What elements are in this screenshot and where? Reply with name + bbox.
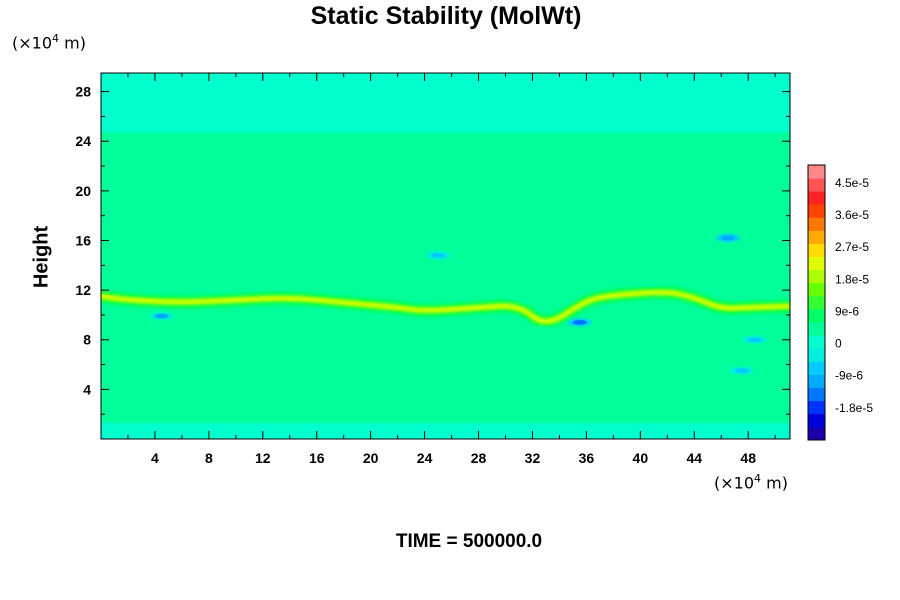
colorbar-swatch: [808, 256, 825, 271]
time-label: TIME = 500000.0: [395, 531, 543, 552]
colorbar-swatch: [808, 335, 825, 349]
x-tick-label: 12: [255, 450, 271, 466]
colorbar-swatch: [808, 243, 825, 258]
plot-frame: [100, 72, 791, 440]
negative-spot: [747, 337, 762, 343]
colorbar-tick-label: 3.6e-5: [835, 208, 869, 222]
colorbar-swatch: [808, 282, 825, 297]
negative-spot: [734, 368, 749, 374]
negative-spot: [431, 252, 446, 258]
colorbar-swatch: [808, 295, 825, 310]
colorbar-swatch: [808, 348, 825, 362]
colorbar-swatch: [808, 309, 825, 323]
x-unit-suffix: m): [761, 473, 788, 493]
y-tick-label: 28: [75, 84, 91, 100]
x-tick-label: 8: [205, 450, 213, 466]
colorbar-swatch: [808, 269, 825, 284]
colorbar-tick-label: 1.8e-5: [835, 272, 869, 286]
colorbar-tick-label: 0: [835, 337, 842, 351]
x-unit-prefix: (×10: [714, 473, 755, 493]
ridge-layer-4: [101, 291, 790, 323]
y-tick-label: 24: [75, 133, 91, 149]
plot-area: [101, 73, 790, 439]
x-unit-exponent: 4: [754, 472, 762, 485]
negative-spot: [154, 313, 169, 319]
negative-spot: [572, 319, 587, 325]
colorbar-tick-label: -1.8e-5: [835, 401, 873, 415]
x-tick-label: 28: [471, 450, 487, 466]
colorbar-frame: [807, 164, 826, 441]
y-tick-label: 12: [75, 282, 91, 298]
y-tick-label: 20: [75, 183, 91, 199]
colorbar-tick-label: 4.5e-5: [835, 176, 869, 190]
colorbar-swatch: [808, 230, 825, 244]
negative-spot: [720, 235, 735, 241]
colorbar-swatch: [808, 217, 825, 231]
colorbar-swatch: [808, 178, 825, 192]
colorbar-tick-label: -9e-6: [835, 369, 863, 383]
colorbar-tick-label: 2.7e-5: [835, 240, 869, 254]
field-band: [101, 132, 790, 423]
colorbar-swatch: [808, 361, 825, 375]
x-tick-label: 32: [525, 450, 541, 466]
colorbar-swatch: [808, 426, 825, 441]
colorbar-tick-label: 9e-6: [835, 304, 859, 318]
x-tick-label: 4: [151, 450, 159, 466]
x-unit-label: (×104 m): [714, 472, 788, 492]
x-tick-label: 48: [740, 450, 756, 466]
chart-title: Static Stability (MolWt): [310, 2, 582, 30]
colorbar-swatch: [808, 322, 825, 336]
y-tick-label: 8: [83, 332, 91, 348]
colorbar-swatch: [808, 413, 825, 428]
colorbar-swatch: [808, 165, 825, 179]
y-unit-exponent: 4: [52, 32, 60, 45]
colorbar-swatch: [808, 374, 825, 389]
y-tick-label: 16: [75, 232, 91, 248]
x-tick-label: 36: [579, 450, 595, 466]
x-tick-label: 24: [417, 450, 433, 466]
y-tick-label: 4: [83, 381, 91, 397]
y-unit-prefix: (×10: [12, 33, 53, 53]
y-unit-label: (×104 m): [12, 32, 86, 52]
colorbar-swatch: [808, 400, 825, 415]
x-tick-label: 40: [633, 450, 649, 466]
colorbar-swatch: [808, 191, 825, 205]
x-tick-label: 20: [363, 450, 379, 466]
colorbar: 4.5e-5 3.6e-5 2.7e-5 1.8e-5 9e-6 0 -9e-6 -1.8e-…: [807, 164, 873, 441]
x-tick-label: 16: [309, 450, 325, 466]
y-unit-suffix: m): [59, 33, 86, 53]
colorbar-swatch: [808, 204, 825, 218]
colorbar-swatch: [808, 387, 825, 402]
x-tick-label: 44: [686, 450, 702, 466]
